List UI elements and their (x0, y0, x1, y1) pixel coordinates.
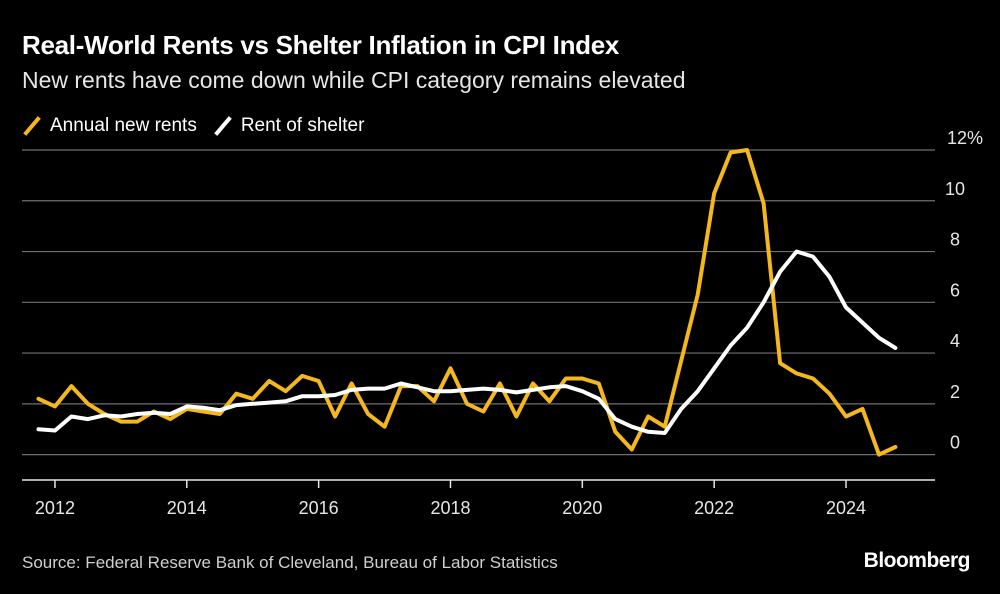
bloomberg-logo: Bloomberg (863, 549, 971, 572)
series-line-rent-of-shelter (36, 249, 898, 435)
y-tick-label-10: 10 (945, 179, 965, 199)
y-tick-label-2: 2 (950, 382, 960, 402)
y-tick-label-12: 12% (947, 128, 983, 148)
legend-swatch-annual-new-rents (22, 116, 42, 136)
x-tick-label-2016: 2016 (299, 498, 339, 518)
legend-swatch-rent-of-shelter (213, 116, 233, 136)
source-note: Source: Federal Reserve Bank of Clevelan… (22, 553, 558, 572)
legend-item-rent-of-shelter: Rent of shelter (213, 115, 365, 137)
x-tick-label-2022: 2022 (694, 498, 734, 518)
x-tick-label-2018: 2018 (430, 498, 470, 518)
legend-label-rent-of-shelter: Rent of shelter (240, 115, 365, 136)
legend: Annual new rents Rent of shelter (22, 115, 380, 137)
x-tick-label-2020: 2020 (562, 498, 602, 518)
chart-title: Real-World Rents vs Shelter Inflation in… (22, 30, 620, 60)
series-line-annual-new-rents (36, 148, 898, 457)
x-tick-label-2014: 2014 (167, 498, 207, 518)
legend-item-annual-new-rents: Annual new rents (22, 115, 197, 137)
y-tick-label-0: 0 (950, 433, 960, 453)
legend-label-annual-new-rents: Annual new rents (50, 115, 197, 136)
y-tick-label-4: 4 (950, 331, 960, 351)
chart-subtitle: New rents have come down while CPI categ… (22, 67, 686, 93)
y-tick-label-6: 6 (950, 280, 960, 300)
y-tick-label-8: 8 (950, 230, 960, 250)
x-tick-label-2012: 2012 (35, 498, 75, 518)
x-tick-label-2024: 2024 (826, 498, 866, 518)
